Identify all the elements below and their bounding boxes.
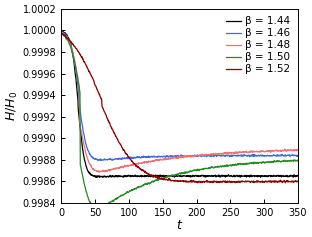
β = 1.52 <box>117 141 121 144</box>
β = 1.48 <box>135 162 139 165</box>
β = 1.48 <box>61 31 64 34</box>
β = 1.52 <box>273 180 276 183</box>
β = 1.52 <box>126 155 130 158</box>
β = 1.44 <box>296 174 300 177</box>
β = 1.48 <box>127 164 130 167</box>
β = 1.48 <box>216 153 219 155</box>
Legend: β = 1.44, β = 1.46, β = 1.48, β = 1.50, β = 1.52: β = 1.44, β = 1.46, β = 1.48, β = 1.50, … <box>224 14 293 77</box>
β = 1.44 <box>215 174 218 177</box>
Line: β = 1.46: β = 1.46 <box>61 32 298 160</box>
β = 1.48 <box>296 148 300 151</box>
β = 1.50 <box>98 207 102 210</box>
Line: β = 1.44: β = 1.44 <box>61 31 298 177</box>
β = 1.50 <box>273 160 277 163</box>
β = 1.44 <box>273 175 277 178</box>
β = 1.50 <box>134 187 138 190</box>
β = 1.50 <box>244 162 248 165</box>
β = 1.52 <box>60 32 63 35</box>
β = 1.48 <box>273 149 277 152</box>
β = 1.46 <box>273 154 277 157</box>
Y-axis label: $H/H_0$: $H/H_0$ <box>5 91 20 121</box>
β = 1.46 <box>296 154 300 157</box>
β = 1.44 <box>117 175 121 178</box>
β = 1.48 <box>118 167 122 170</box>
β = 1.48 <box>244 151 248 154</box>
β = 1.46 <box>127 157 130 160</box>
β = 1.48 <box>97 171 101 173</box>
β = 1.44 <box>134 175 138 178</box>
β = 1.46 <box>216 154 219 157</box>
β = 1.50 <box>60 32 63 35</box>
β = 1.48 <box>60 32 63 34</box>
β = 1.44 <box>126 174 130 177</box>
β = 1.46 <box>96 159 100 162</box>
β = 1.46 <box>61 31 65 33</box>
X-axis label: $t$: $t$ <box>176 219 183 232</box>
β = 1.46 <box>244 154 248 157</box>
β = 1.52 <box>296 180 300 183</box>
β = 1.52 <box>284 181 287 184</box>
β = 1.52 <box>244 180 247 182</box>
β = 1.50 <box>296 159 300 162</box>
β = 1.50 <box>126 191 130 194</box>
β = 1.46 <box>118 158 122 160</box>
β = 1.46 <box>60 31 63 34</box>
β = 1.44 <box>259 176 262 179</box>
Line: β = 1.50: β = 1.50 <box>61 33 298 208</box>
Line: β = 1.48: β = 1.48 <box>61 32 298 172</box>
β = 1.50 <box>118 195 121 198</box>
β = 1.44 <box>60 29 63 32</box>
Line: β = 1.52: β = 1.52 <box>61 33 298 183</box>
β = 1.46 <box>135 156 139 159</box>
β = 1.50 <box>215 165 219 168</box>
β = 1.52 <box>134 164 138 167</box>
β = 1.44 <box>244 175 247 178</box>
β = 1.52 <box>215 180 218 183</box>
